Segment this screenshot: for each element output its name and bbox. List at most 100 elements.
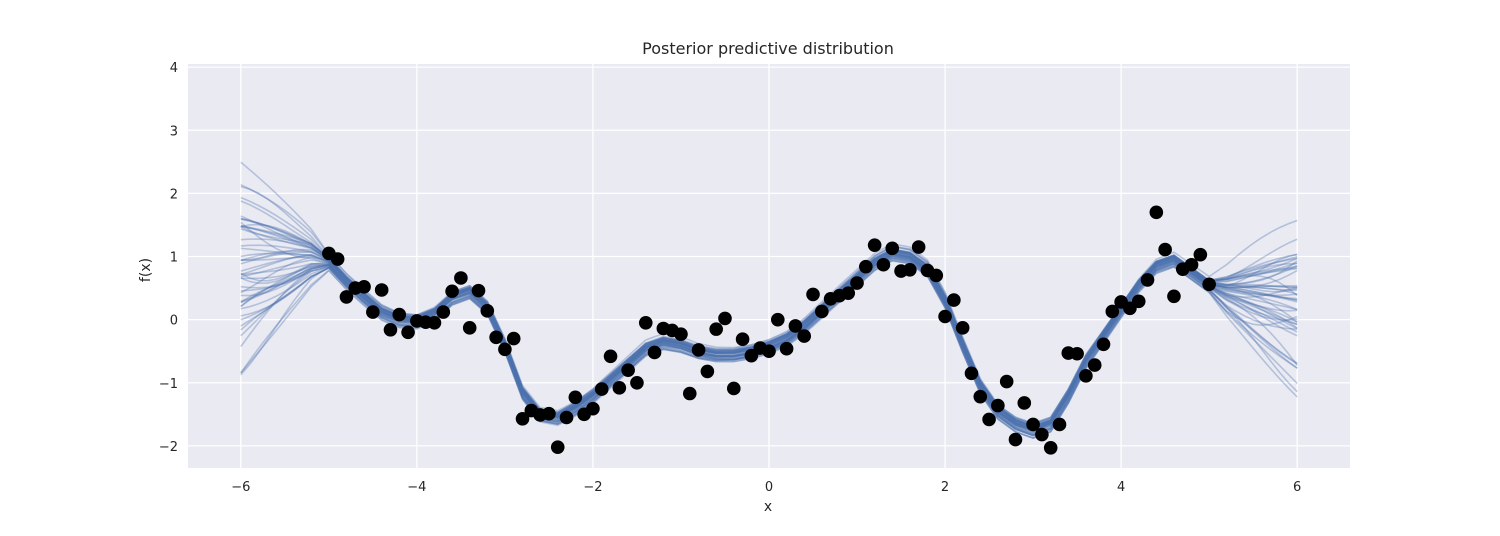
observation-point: [806, 287, 820, 302]
observation-point: [938, 309, 952, 324]
observation-point: [726, 381, 741, 396]
observation-point: [427, 316, 442, 330]
observation-point: [638, 316, 653, 330]
observation-point: [586, 401, 600, 416]
chart-title: Posterior predictive distribution: [642, 39, 894, 58]
observation-point: [647, 345, 662, 360]
observation-point: [498, 342, 512, 357]
observation-point: [1087, 358, 1102, 372]
observation-point: [929, 268, 944, 283]
observation-point: [445, 284, 459, 299]
y-tick-label: 1: [170, 251, 178, 266]
observation-point: [471, 283, 486, 298]
observation-point: [568, 390, 583, 405]
observation-point: [366, 305, 380, 319]
observation-point: [383, 322, 398, 337]
observation-point: [1167, 289, 1181, 304]
y-tick-labels: −2 −1 0 1 2 3 4: [159, 61, 178, 455]
observation-point: [955, 321, 970, 335]
observation-point: [330, 252, 345, 266]
observation-point: [973, 389, 988, 404]
observation-point: [700, 364, 715, 379]
x-tick-labels: −6 −4 −2 0 2 4 6: [231, 480, 1301, 495]
y-tick-label: −1: [159, 377, 178, 392]
observation-point: [454, 271, 468, 285]
observation-point: [991, 398, 1005, 413]
observation-point: [612, 381, 627, 395]
observation-point: [718, 311, 732, 326]
observation-point: [1008, 432, 1023, 447]
observation-point: [779, 341, 794, 356]
observation-point: [859, 259, 873, 274]
observation-point: [964, 366, 979, 381]
observation-point: [1035, 427, 1049, 442]
observation-point: [1131, 294, 1146, 309]
observation-point: [357, 280, 371, 294]
x-tick-label: −4: [407, 480, 426, 495]
observation-point: [815, 304, 829, 319]
observation-point: [374, 283, 389, 297]
y-tick-label: 4: [170, 61, 178, 76]
observation-point: [682, 386, 697, 401]
observation-point: [709, 322, 723, 336]
y-tick-label: −2: [159, 440, 178, 455]
x-tick-label: 2: [941, 480, 949, 495]
observation-point: [867, 238, 882, 252]
x-tick-label: 4: [1117, 480, 1125, 495]
observation-point: [1026, 417, 1040, 432]
observation-point: [771, 312, 785, 327]
observation-point: [876, 257, 891, 272]
observation-point: [401, 325, 415, 340]
observation-point: [797, 329, 812, 343]
x-axis-label: x: [764, 499, 772, 515]
observation-point: [621, 363, 635, 377]
observation-point: [339, 290, 354, 304]
observation-point: [1140, 273, 1155, 287]
observation-point: [550, 440, 565, 454]
observation-point: [674, 327, 688, 341]
observation-point: [1017, 396, 1032, 410]
observation-point: [1079, 369, 1093, 383]
x-tick-label: 0: [765, 480, 773, 495]
observation-point: [559, 410, 574, 425]
observation-point: [630, 375, 644, 390]
observation-point: [392, 307, 407, 322]
y-tick-label: 2: [170, 187, 178, 202]
observation-point: [515, 411, 530, 426]
x-tick-label: −2: [583, 480, 602, 495]
observation-point: [462, 321, 477, 335]
observation-point: [480, 304, 495, 318]
observation-point: [982, 412, 996, 427]
x-tick-label: −6: [231, 480, 250, 495]
y-axis-label: f(x): [138, 258, 154, 282]
observation-point: [691, 343, 706, 357]
observation-point: [506, 331, 521, 346]
observation-point: [1105, 304, 1120, 319]
y-tick-label: 0: [170, 314, 178, 329]
grid-lines: [188, 64, 1350, 468]
observation-point: [1096, 337, 1111, 352]
observation-point: [911, 240, 926, 254]
observation-point: [885, 241, 900, 256]
observation-point: [762, 344, 776, 359]
observation-point: [1052, 417, 1067, 432]
observation-point: [1193, 247, 1208, 262]
observation-point: [1158, 242, 1172, 257]
observation-point: [1043, 441, 1058, 455]
observation-point: [947, 293, 961, 307]
observation-point: [1202, 277, 1216, 292]
observation-point: [1149, 205, 1164, 220]
observation-point: [603, 349, 618, 364]
observation-point: [594, 382, 609, 396]
observation-point: [1070, 346, 1084, 361]
y-tick-label: 3: [170, 124, 178, 139]
observation-point: [1184, 257, 1199, 272]
observation-point: [744, 348, 759, 363]
x-tick-label: 6: [1293, 480, 1301, 495]
observation-point: [850, 276, 864, 290]
observation-point: [788, 319, 803, 333]
observation-point: [903, 262, 917, 277]
observation-point: [735, 332, 750, 347]
